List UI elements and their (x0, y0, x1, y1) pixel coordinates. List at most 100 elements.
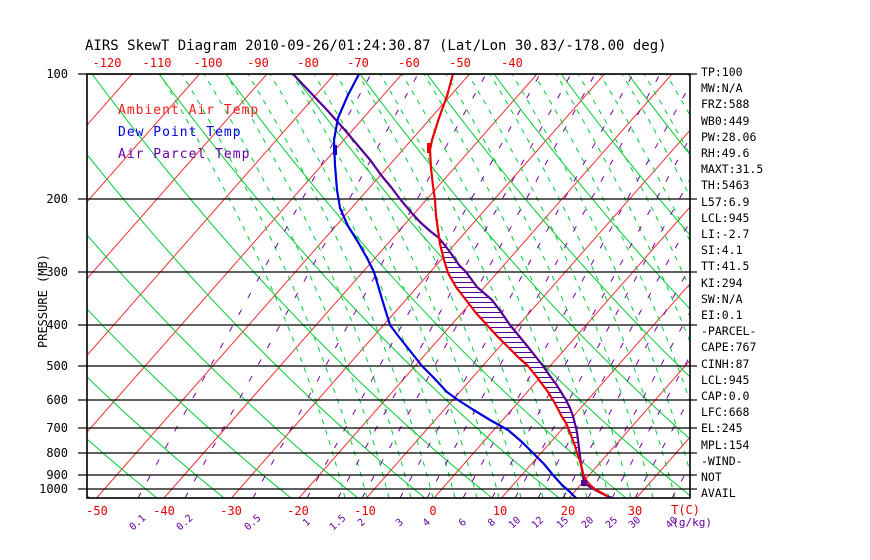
legend-dewpoint: Dew Point Temp (118, 125, 242, 140)
dry-adiabat-line (87, 234, 359, 498)
moist-adiabat-line (269, 74, 456, 498)
isotherm-line (96, 74, 470, 498)
sounding-indices-column: TP:100 MW:N/A FRZ:588 WB0:449 PW:28.06 RH:49.… (701, 64, 763, 501)
mixing-ratio-line (491, 136, 690, 498)
plot-grid (87, 74, 870, 498)
ambient-temp-curve (428, 74, 609, 498)
chart-title: AIRS SkewT Diagram 2010-09-26/01:24:30.8… (85, 38, 667, 54)
legend-parcel: Air Parcel Temp (118, 147, 251, 162)
dry-adiabat-line (87, 308, 292, 498)
mixing-ratio-line (252, 74, 487, 498)
bottom-temp-tick-label: 20 (560, 504, 576, 518)
dewpoint-marker (333, 145, 337, 155)
moist-adiabat-line (225, 74, 412, 498)
index-line: NOT (701, 470, 722, 485)
mixing-ratio-line (184, 74, 419, 498)
mixing-axis-unit: (g/kg) (672, 516, 712, 529)
plot-border (86, 73, 691, 499)
moist-adiabat-line (379, 74, 566, 498)
top-temp-tick-label: -50 (449, 56, 471, 70)
mixing-ratio-line (562, 265, 690, 498)
isotherm-line (231, 74, 605, 498)
index-line: -WIND- (701, 453, 743, 468)
index-line: SW:N/A (701, 291, 743, 306)
moist-adiabat-line (401, 74, 588, 498)
dry-adiabat-line (87, 376, 225, 498)
top-temp-tick-label: -110 (142, 56, 172, 70)
bottom-temp-tick-label: 30 (627, 504, 643, 518)
isotherm-line (366, 129, 690, 498)
index-line: MPL:154 (701, 437, 750, 452)
top-temp-tick-label: -40 (501, 56, 523, 70)
mixing-ratio-line (426, 74, 661, 498)
index-line: MW:N/A (701, 81, 743, 96)
index-line: KI:294 (701, 275, 743, 290)
moist-adiabat-line (159, 74, 346, 498)
top-temp-tick-label: -70 (347, 56, 369, 70)
mixing-ratio-line (337, 74, 572, 498)
index-line: MAXT:31.5 (701, 162, 764, 177)
bottom-temp-tick-label: -30 (220, 504, 242, 518)
moist-adiabat-line (754, 74, 870, 498)
moist-adiabat-line (313, 74, 500, 498)
index-line: TT:41.5 (701, 259, 750, 274)
pressure-tick-label: 500 (46, 359, 68, 373)
legend-ambient: Ambient Air Temp (118, 103, 260, 118)
top-temp-tick-label: -80 (297, 56, 319, 70)
dry-adiabat-line (359, 74, 690, 440)
dewpoint-curve (332, 74, 578, 498)
moist-adiabat-line (776, 74, 870, 498)
pressure-tick-label: 300 (46, 265, 68, 279)
pressure-tick-label: 200 (46, 192, 68, 206)
index-line: CINH:87 (701, 356, 750, 371)
mixing-ratio-line (462, 83, 690, 498)
mixing-ratio-line (611, 355, 690, 498)
isotherm-line (163, 74, 538, 498)
index-line: PW:28.06 (701, 129, 757, 144)
mixing-ratio-line (514, 178, 690, 498)
moist-adiabat-line (798, 74, 870, 498)
isotherm-line (501, 282, 690, 498)
mixing-ratio-line (361, 74, 596, 498)
isotherm-line (87, 74, 403, 433)
pressure-tick-label: 100 (46, 67, 68, 81)
index-line: SI:4.1 (701, 243, 743, 258)
pressure-tick-label: 600 (46, 393, 68, 407)
pressure-tick-label: 900 (46, 468, 68, 482)
index-line: RH:49.6 (701, 146, 750, 161)
index-line: TP:100 (701, 65, 743, 79)
bottom-temp-tick-label: -40 (153, 504, 175, 518)
isotherm-line (87, 74, 335, 357)
pressure-tick-label: 700 (46, 421, 68, 435)
moist-adiabat-line (445, 74, 632, 498)
moist-adiabat-line (820, 74, 870, 498)
top-temp-tick-label: -60 (398, 56, 420, 70)
dry-adiabat-line (493, 74, 690, 310)
moist-adiabat-line (511, 74, 690, 474)
index-line: CAP:0.0 (701, 389, 750, 404)
dry-adiabat-line (87, 153, 426, 498)
index-line: -PARCEL- (701, 324, 757, 339)
moist-adiabat-line (842, 74, 870, 498)
isotherm-line (87, 74, 268, 280)
mixing-ratio-line (306, 74, 541, 498)
moist-adiabat-line (533, 74, 690, 403)
index-line: AVAIL (701, 486, 736, 501)
isotherm-line (568, 359, 690, 498)
pressure-tick-label: 1000 (39, 482, 68, 496)
index-line: LI:-2.7 (701, 227, 750, 242)
moist-adiabat-line (489, 74, 676, 498)
dry-adiabat-line (292, 74, 690, 497)
moist-adiabat-line (357, 74, 544, 498)
index-line: FRZ:588 (701, 97, 750, 112)
moist-adiabat-line (247, 74, 434, 498)
ambient-marker (427, 143, 431, 153)
pressure-tick-label: 400 (46, 318, 68, 332)
bottom-temp-tick-label: 0 (429, 504, 437, 518)
mixing-ratio-line (634, 396, 690, 498)
index-line: LFC:668 (701, 405, 750, 420)
top-temp-tick-label: -100 (193, 56, 223, 70)
pressure-tick-label: 800 (46, 446, 68, 460)
